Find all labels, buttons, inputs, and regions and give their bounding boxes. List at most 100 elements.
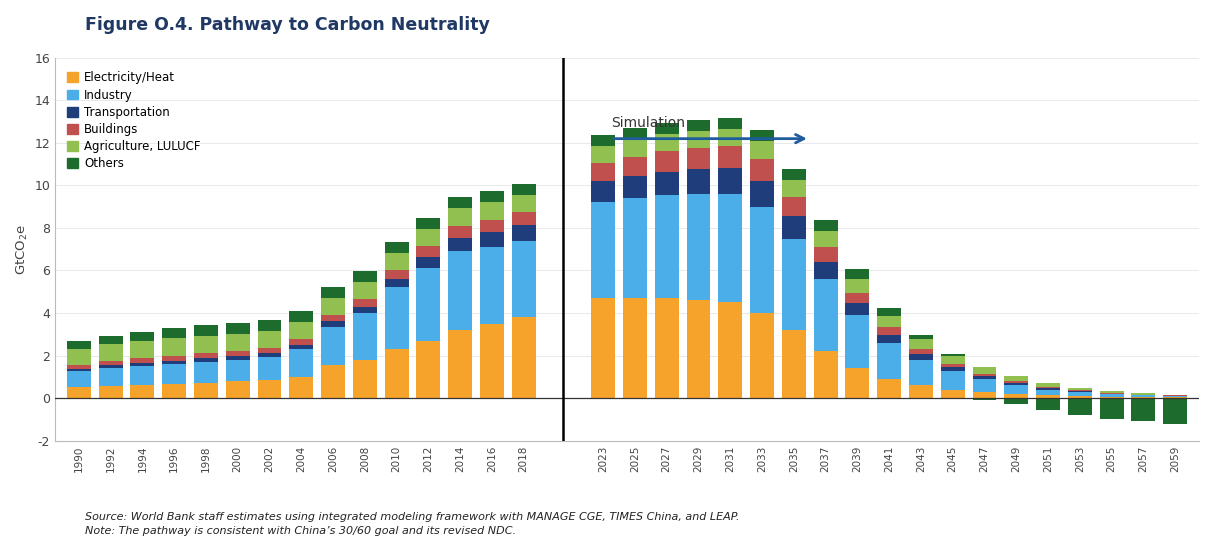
Bar	[385, 241, 409, 253]
Bar	[623, 157, 647, 176]
Bar	[1100, 397, 1123, 398]
Bar	[289, 322, 313, 339]
Bar	[1131, 398, 1156, 421]
Bar	[813, 220, 838, 231]
Bar	[1068, 392, 1091, 397]
Bar	[416, 256, 441, 268]
Bar	[289, 311, 313, 322]
Bar	[1163, 398, 1187, 424]
Bar	[1068, 398, 1091, 415]
Bar	[163, 364, 186, 384]
Bar	[512, 212, 535, 225]
Bar	[591, 135, 615, 146]
Bar	[909, 339, 932, 349]
Bar	[353, 299, 376, 307]
Bar	[353, 360, 376, 398]
Bar	[289, 377, 313, 398]
Bar	[1163, 397, 1187, 398]
Bar	[322, 287, 345, 298]
Bar	[878, 335, 901, 343]
Y-axis label: GtCO$_2$e: GtCO$_2$e	[15, 223, 30, 275]
Bar	[322, 321, 345, 327]
Bar	[813, 279, 838, 351]
Bar	[512, 317, 535, 398]
Bar	[480, 324, 504, 398]
Bar	[226, 334, 250, 351]
Bar	[448, 226, 472, 237]
Bar	[98, 368, 123, 386]
Bar	[909, 349, 932, 354]
Bar	[385, 279, 409, 287]
Bar	[909, 360, 932, 385]
Bar	[750, 181, 775, 207]
Bar	[448, 330, 472, 398]
Bar	[130, 358, 154, 363]
Bar	[322, 298, 345, 315]
Bar	[1131, 397, 1156, 398]
Bar	[782, 239, 806, 330]
Bar	[163, 361, 186, 364]
Bar	[845, 304, 869, 315]
Bar	[750, 141, 775, 159]
Bar	[448, 208, 472, 226]
Bar	[782, 216, 806, 239]
Bar	[67, 349, 91, 365]
Text: Figure O.4. Pathway to Carbon Neutrality: Figure O.4. Pathway to Carbon Neutrality	[85, 16, 490, 34]
Bar	[878, 379, 901, 398]
Bar	[972, 398, 997, 400]
Bar	[1100, 393, 1123, 394]
Bar	[750, 207, 775, 313]
Bar	[385, 287, 409, 349]
Bar	[448, 237, 472, 252]
Bar	[1004, 398, 1028, 405]
Bar	[591, 146, 615, 163]
Bar	[289, 345, 313, 349]
Bar	[687, 131, 710, 148]
Bar	[322, 365, 345, 398]
Bar	[480, 192, 504, 202]
Bar	[750, 130, 775, 141]
Bar	[719, 129, 742, 146]
Bar	[194, 383, 217, 398]
Bar	[909, 385, 932, 398]
Bar	[909, 354, 932, 360]
Bar	[480, 202, 504, 220]
Bar	[416, 341, 441, 398]
Bar	[512, 225, 535, 241]
Bar	[67, 369, 91, 372]
Bar	[1036, 388, 1060, 390]
Bar	[972, 367, 997, 374]
Bar	[941, 364, 965, 367]
Bar	[654, 195, 679, 298]
Bar	[941, 355, 965, 364]
Bar	[226, 351, 250, 356]
Bar	[226, 356, 250, 360]
Bar	[322, 327, 345, 365]
Bar	[813, 247, 838, 262]
Bar	[1100, 398, 1123, 419]
Bar	[98, 386, 123, 398]
Bar	[687, 194, 710, 300]
Bar	[623, 198, 647, 298]
Bar	[226, 324, 250, 334]
Bar	[623, 139, 647, 157]
Bar	[1100, 394, 1123, 397]
Bar	[687, 148, 710, 169]
Bar	[385, 253, 409, 270]
Bar	[257, 348, 282, 353]
Bar	[941, 372, 965, 390]
Bar	[941, 367, 965, 372]
Bar	[257, 320, 282, 331]
Bar	[1036, 395, 1060, 398]
Bar	[416, 229, 441, 246]
Bar	[782, 180, 806, 197]
Bar	[845, 368, 869, 398]
Bar	[130, 363, 154, 366]
Bar	[163, 355, 186, 361]
Bar	[130, 385, 154, 398]
Bar	[416, 217, 441, 229]
Bar	[480, 247, 504, 324]
Bar	[448, 252, 472, 330]
Bar	[194, 335, 217, 353]
Legend: Electricity/Heat, Industry, Transportation, Buildings, Agriculture, LULUCF, Othe: Electricity/Heat, Industry, Transportati…	[67, 71, 200, 170]
